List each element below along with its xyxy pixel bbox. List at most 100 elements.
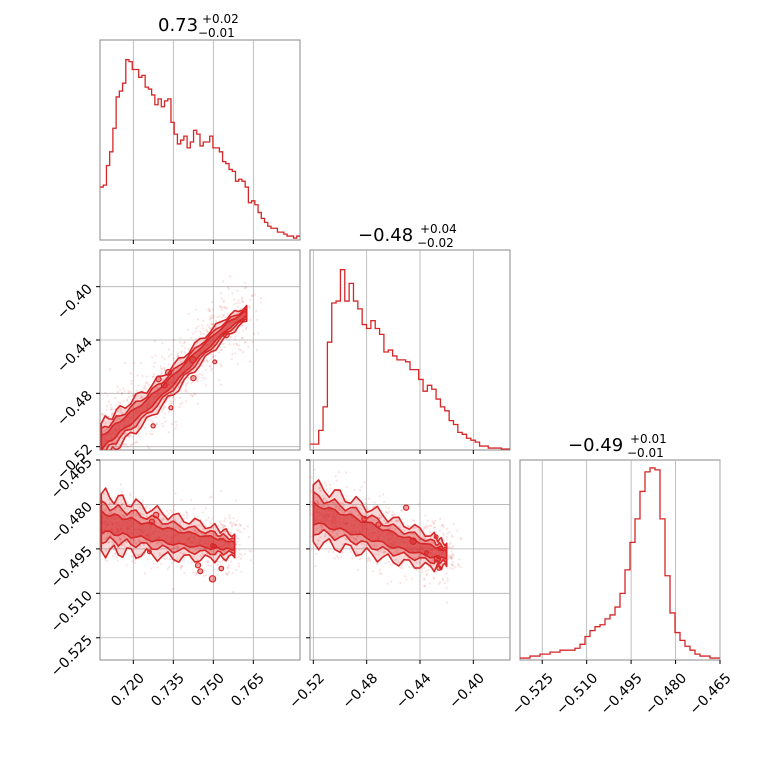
sample-point <box>103 510 107 513</box>
sample-point <box>307 525 309 527</box>
sample-point <box>230 532 233 535</box>
sample-point <box>116 547 119 550</box>
sample-point <box>100 507 101 509</box>
sample-point <box>361 512 364 515</box>
sample-point <box>231 572 234 575</box>
sample-point <box>129 492 132 495</box>
sample-point <box>256 318 259 321</box>
sample-point <box>242 350 245 354</box>
sample-point <box>105 451 107 453</box>
sample-point <box>196 318 200 321</box>
sample-point <box>90 537 92 539</box>
sample-point <box>195 327 198 330</box>
sample-point <box>153 404 157 408</box>
sample-point <box>119 538 122 541</box>
title-plus: +0.01 <box>630 432 667 446</box>
sample-point <box>359 516 362 519</box>
sample-point <box>162 366 166 369</box>
sample-point <box>310 535 311 537</box>
sample-point <box>421 568 424 571</box>
contour-level-3 <box>100 310 248 450</box>
sample-point <box>220 365 223 368</box>
sample-point <box>91 378 93 380</box>
sample-point <box>241 300 244 303</box>
sample-point <box>159 512 162 515</box>
sample-point <box>237 299 240 302</box>
sample-point <box>150 567 153 570</box>
sample-point <box>170 402 173 405</box>
sample-point <box>426 569 430 572</box>
sample-point <box>377 550 380 553</box>
sample-point <box>336 534 339 537</box>
sample-point <box>380 548 383 552</box>
sample-point <box>449 546 452 549</box>
sample-point <box>164 555 167 558</box>
sample-point <box>201 373 204 377</box>
sample-point <box>227 285 230 289</box>
sample-point <box>192 555 195 558</box>
sample-point <box>96 453 98 455</box>
sample-point <box>232 517 235 520</box>
sample-point <box>422 527 425 531</box>
sample-point <box>374 552 377 556</box>
sample-point <box>164 420 167 423</box>
sample-point <box>119 483 123 486</box>
sample-point <box>307 492 309 494</box>
sample-point <box>213 577 216 580</box>
sample-point <box>121 503 124 506</box>
sample-point <box>368 497 371 500</box>
sample-point <box>237 530 240 533</box>
sample-point <box>185 384 188 388</box>
sample-point <box>234 335 237 338</box>
sample-point <box>220 348 223 351</box>
sample-point <box>171 511 174 514</box>
sample-point <box>303 533 305 535</box>
sample-point <box>212 532 216 535</box>
sample-point <box>233 523 237 527</box>
sample-point <box>229 522 232 525</box>
sample-point <box>139 362 143 365</box>
sample-point <box>181 344 184 348</box>
sample-point <box>127 395 130 399</box>
sample-point <box>331 531 334 534</box>
sample-point <box>181 552 184 555</box>
sample-point <box>124 443 127 446</box>
sample-point <box>239 530 242 534</box>
sample-point <box>148 447 151 450</box>
contour-level-3 <box>100 509 236 551</box>
sample-point <box>343 532 346 535</box>
sample-point <box>230 357 233 360</box>
sample-point <box>315 499 319 503</box>
sample-point <box>138 435 141 438</box>
sample-point <box>428 582 431 585</box>
sample-point <box>110 512 113 515</box>
sample-point <box>234 338 237 341</box>
sample-point <box>156 512 159 516</box>
sample-point <box>169 509 172 512</box>
sample-point <box>154 354 157 357</box>
sample-point <box>179 528 182 531</box>
sample-point <box>153 388 156 391</box>
x-tick-label: −0.480 <box>642 670 690 718</box>
sample-point <box>119 504 123 507</box>
sample-point <box>243 286 246 290</box>
sample-point <box>228 564 231 567</box>
sample-point <box>130 560 133 563</box>
sample-point <box>238 549 241 552</box>
sample-point <box>316 501 319 504</box>
sample-point <box>208 326 211 329</box>
sample-point <box>107 400 110 403</box>
sample-point <box>345 494 348 497</box>
sample-point <box>302 505 304 507</box>
sample-point <box>162 518 165 521</box>
sample-point <box>386 512 390 515</box>
sample-point <box>235 342 238 345</box>
sample-point <box>138 539 141 542</box>
sample-point <box>96 569 98 571</box>
sample-point <box>140 395 143 398</box>
sample-point <box>414 526 417 529</box>
sample-point <box>306 551 308 553</box>
sample-point <box>446 579 449 582</box>
sample-point <box>231 352 234 355</box>
sample-point <box>180 350 183 353</box>
